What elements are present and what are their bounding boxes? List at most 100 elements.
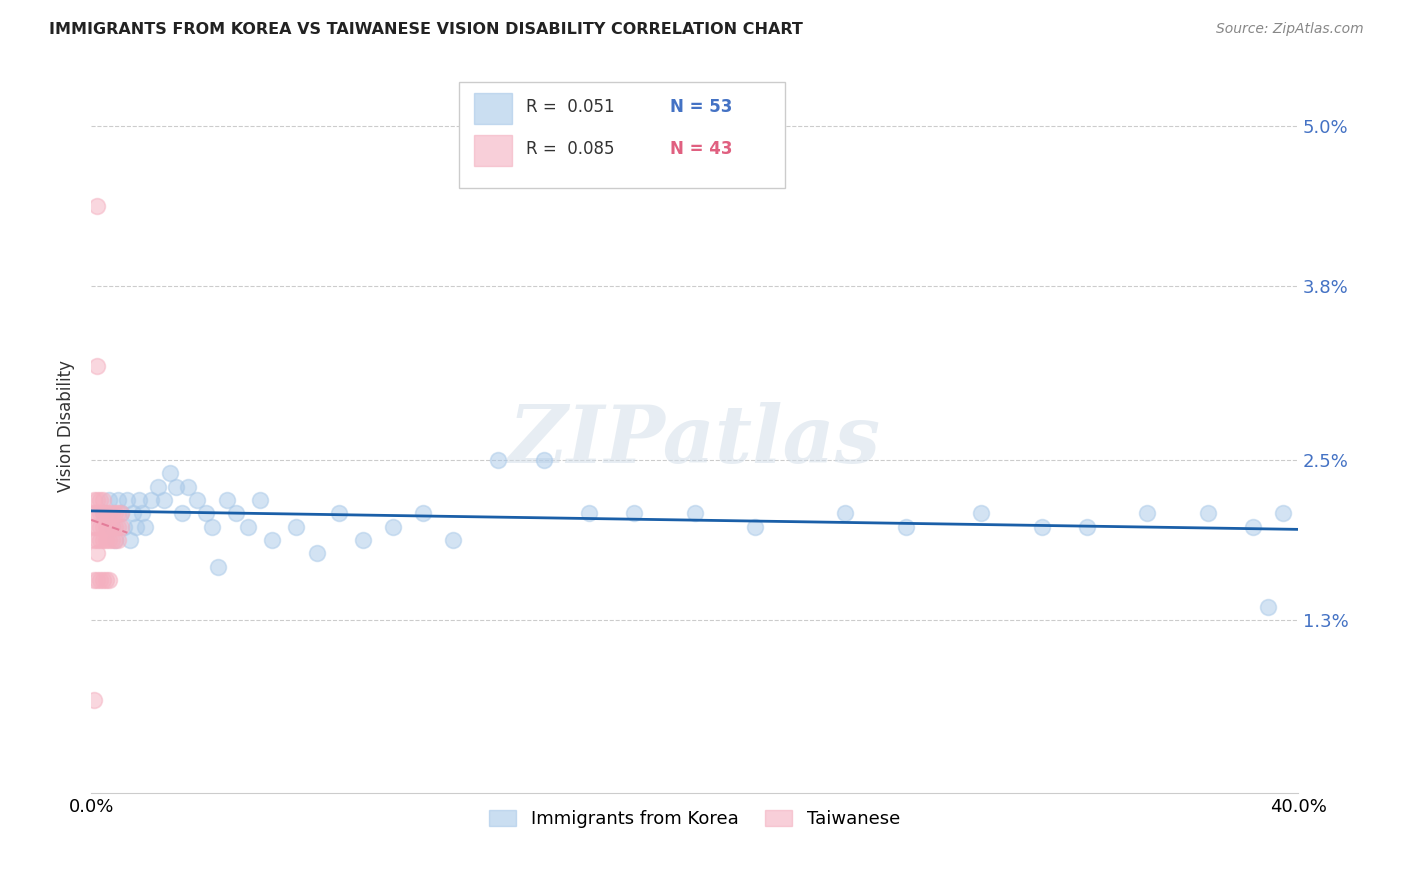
Point — [165, 479, 187, 493]
Point — [91, 573, 114, 587]
Point — [152, 492, 174, 507]
Point — [285, 519, 308, 533]
Point — [98, 533, 121, 547]
Point — [89, 519, 111, 533]
Point — [96, 519, 118, 533]
Point — [201, 519, 224, 533]
Point — [91, 506, 114, 520]
Point — [207, 559, 229, 574]
Point — [1076, 519, 1098, 533]
Point — [194, 506, 217, 520]
Point — [170, 506, 193, 520]
Point — [86, 533, 108, 547]
Point — [412, 506, 434, 520]
Point — [101, 519, 124, 533]
Point — [146, 479, 169, 493]
Point — [83, 519, 105, 533]
Point — [96, 533, 118, 547]
Point — [141, 492, 163, 507]
Text: N = 53: N = 53 — [671, 98, 733, 116]
Point — [86, 546, 108, 560]
Point — [131, 506, 153, 520]
Point — [83, 573, 105, 587]
Y-axis label: Vision Disability: Vision Disability — [58, 360, 75, 492]
Point — [98, 492, 121, 507]
Point — [89, 573, 111, 587]
Point — [86, 573, 108, 587]
Point — [104, 506, 127, 520]
Point — [307, 546, 329, 560]
Point — [1241, 519, 1264, 533]
Point — [107, 506, 129, 520]
Point — [89, 533, 111, 547]
Point — [249, 492, 271, 507]
Point — [894, 519, 917, 533]
Legend: Immigrants from Korea, Taiwanese: Immigrants from Korea, Taiwanese — [482, 803, 907, 836]
Point — [1136, 506, 1159, 520]
Point — [89, 506, 111, 520]
Point — [177, 479, 200, 493]
Point — [834, 506, 856, 520]
Point — [86, 199, 108, 213]
Point — [352, 533, 374, 547]
Point — [262, 533, 284, 547]
FancyBboxPatch shape — [474, 136, 512, 166]
Point — [117, 492, 139, 507]
Point — [91, 519, 114, 533]
Point — [101, 506, 124, 520]
Point — [101, 533, 124, 547]
Point — [101, 519, 124, 533]
Point — [96, 573, 118, 587]
Text: Source: ZipAtlas.com: Source: ZipAtlas.com — [1216, 22, 1364, 37]
Point — [107, 492, 129, 507]
Point — [83, 492, 105, 507]
Point — [970, 506, 993, 520]
Point — [381, 519, 404, 533]
FancyBboxPatch shape — [474, 94, 512, 124]
Point — [1031, 519, 1053, 533]
Point — [110, 519, 132, 533]
Point — [98, 506, 121, 520]
Point — [98, 519, 121, 533]
Point — [578, 506, 600, 520]
Point — [86, 506, 108, 520]
Point — [236, 519, 259, 533]
Point — [86, 492, 108, 507]
Point — [683, 506, 706, 520]
Text: R =  0.085: R = 0.085 — [526, 140, 614, 158]
Point — [488, 453, 510, 467]
Point — [83, 693, 105, 707]
Point — [86, 519, 108, 533]
Point — [112, 519, 135, 533]
Text: R =  0.051: R = 0.051 — [526, 98, 614, 116]
Point — [122, 506, 145, 520]
Point — [91, 492, 114, 507]
Point — [86, 359, 108, 374]
Point — [110, 506, 132, 520]
Text: ZIPatlas: ZIPatlas — [509, 402, 880, 480]
Point — [159, 466, 181, 480]
Point — [83, 506, 105, 520]
Point — [744, 519, 766, 533]
Point — [91, 506, 114, 520]
Point — [91, 533, 114, 547]
Point — [1257, 599, 1279, 614]
Point — [125, 519, 148, 533]
Point — [533, 453, 555, 467]
Point — [110, 506, 132, 520]
Text: IMMIGRANTS FROM KOREA VS TAIWANESE VISION DISABILITY CORRELATION CHART: IMMIGRANTS FROM KOREA VS TAIWANESE VISIO… — [49, 22, 803, 37]
Point — [623, 506, 645, 520]
Point — [83, 533, 105, 547]
Point — [215, 492, 238, 507]
Point — [120, 533, 142, 547]
Point — [186, 492, 208, 507]
Text: N = 43: N = 43 — [671, 140, 733, 158]
Point — [96, 506, 118, 520]
Point — [225, 506, 247, 520]
Point — [1272, 506, 1295, 520]
FancyBboxPatch shape — [460, 81, 785, 188]
Point — [89, 492, 111, 507]
Point — [107, 533, 129, 547]
Point — [441, 533, 464, 547]
Point — [104, 533, 127, 547]
